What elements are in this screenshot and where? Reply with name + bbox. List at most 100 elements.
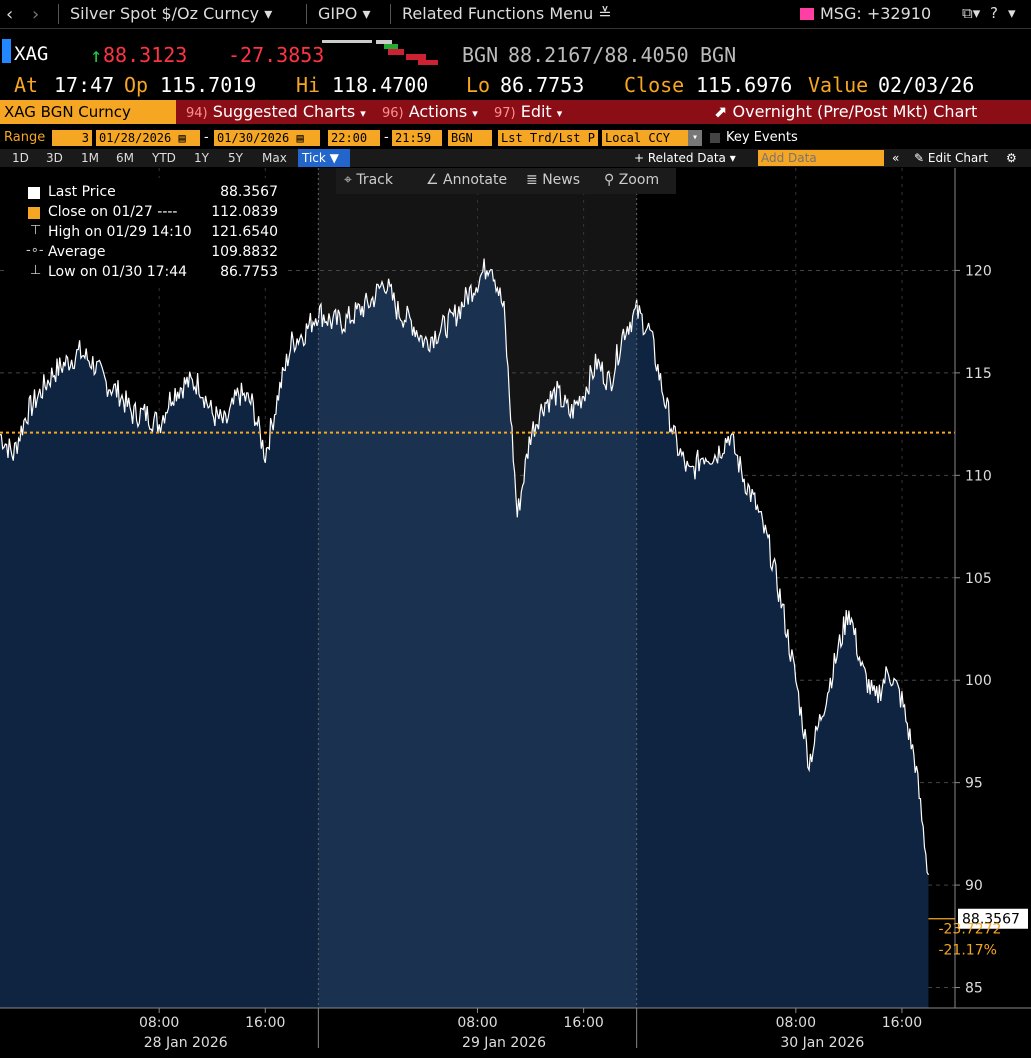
last-price: 88.3123 xyxy=(103,43,188,67)
related-data-menu[interactable]: + Related Data ▾ xyxy=(634,151,736,165)
range-label: Range xyxy=(4,130,46,145)
help-icon[interactable]: ? xyxy=(990,4,998,22)
message-indicator[interactable]: MSG: +32910 xyxy=(800,4,931,23)
x-tick-label: 08:00 xyxy=(776,1015,816,1031)
security-title-menu[interactable]: Silver Spot $/Oz Curncy ▾ xyxy=(70,4,273,23)
period-1m[interactable]: 1M xyxy=(81,151,99,165)
zoom-tool[interactable]: ⚲ Zoom xyxy=(604,172,660,188)
price-bar-graphic-icon xyxy=(322,40,438,65)
key-events-checkbox[interactable] xyxy=(710,133,720,143)
pencil-icon: ✎ xyxy=(914,151,925,165)
x-tick-label: 16:00 xyxy=(245,1015,285,1031)
period-5y[interactable]: 5Y xyxy=(228,151,243,165)
x-day-label: 29 Jan 2026 xyxy=(462,1035,546,1051)
high-marker-icon: ⊤ xyxy=(30,223,42,238)
annotate-icon: ∠ xyxy=(426,172,439,188)
window-menu-icon[interactable]: ⧉▾ xyxy=(962,4,981,22)
legend-last-price[interactable]: Last Price 88.3567 xyxy=(8,182,284,202)
crosshair-icon: ⌖ xyxy=(344,172,352,188)
track-tool[interactable]: ⌖ Track xyxy=(344,172,393,188)
calendar-icon: ▤ xyxy=(178,131,186,145)
legend-high[interactable]: ⊤ High on 01/29 14:10 121.6540 xyxy=(30,223,278,240)
security-field[interactable]: XAG BGN Curncy xyxy=(0,100,176,124)
edit-menu[interactable]: 97) Edit ▾ xyxy=(494,102,563,121)
edit-chart-button[interactable]: ✎ Edit Chart xyxy=(914,151,988,165)
legend-low[interactable]: ⊥ Low on 01/30 17:44 86.7753 xyxy=(30,263,278,280)
back-arrow-icon[interactable]: ‹ xyxy=(6,4,14,25)
y-tick-label: 115 xyxy=(965,366,992,382)
time-to-field[interactable]: 21:59 xyxy=(392,130,442,146)
bid-ask-source-2: BGN xyxy=(700,43,737,67)
chart-toolbar: ⌖ Track ∠ Annotate ≣ News ⚲ Zoom xyxy=(336,168,676,194)
y-tick-label: 100 xyxy=(965,673,992,689)
external-link-icon: ⬈ xyxy=(714,102,728,121)
period-ytd[interactable]: YTD xyxy=(152,151,176,165)
add-data-input[interactable] xyxy=(758,150,884,166)
message-icon xyxy=(800,8,814,20)
collapse-icon[interactable]: « xyxy=(892,151,900,165)
value-date: 02/03/26 xyxy=(878,73,975,97)
x-tick-label: 08:00 xyxy=(139,1015,179,1031)
legend-average[interactable]: -∘- Average 109.8832 xyxy=(26,243,278,260)
range-separator: - xyxy=(204,130,209,145)
y-tick-label: 120 xyxy=(965,263,992,279)
x-tick-label: 16:00 xyxy=(882,1015,922,1031)
y-tick-label: 105 xyxy=(965,571,992,587)
last-value-label: 88.3567 xyxy=(962,912,1020,928)
period-1y[interactable]: 1Y xyxy=(194,151,209,165)
function-menu[interactable]: GIPO ▾ xyxy=(318,4,371,23)
net-change: -27.3853 xyxy=(228,43,325,67)
price-chart[interactable]: 85 90 95 100 105 110 115 120 08:00 16:00 08:00 16:0… xyxy=(0,168,1031,1058)
x-tick-label: 16:00 xyxy=(563,1015,603,1031)
period-max[interactable]: Max xyxy=(262,151,287,165)
close-price: 115.6976 xyxy=(696,73,793,97)
related-functions-menu[interactable]: Related Functions Menu ≚ xyxy=(402,4,612,23)
price-line xyxy=(0,258,930,876)
x-tick-label: 08:00 xyxy=(457,1015,497,1031)
range-row: Range 3 01/28/2026 ▤ - 01/30/2026 ▤ 22:0… xyxy=(4,130,798,146)
top-bar: ‹ › Silver Spot $/Oz Curncy ▾ GIPO ▾ Rel… xyxy=(0,0,1031,29)
bid-ask: 88.2167/88.4050 xyxy=(508,43,689,67)
last-price-swatch xyxy=(28,187,40,199)
suggested-charts-menu[interactable]: 94) Suggested Charts ▾ xyxy=(186,102,366,121)
end-date-field[interactable]: 01/30/2026 ▤ xyxy=(214,130,320,146)
high-price: 118.4700 xyxy=(332,73,429,97)
change-pct-label: -21.17% xyxy=(938,943,996,959)
currency-select[interactable]: Local CCY ▾ xyxy=(602,130,702,146)
close-swatch xyxy=(28,207,40,219)
range-count-field[interactable]: 3 xyxy=(52,130,92,146)
source-field[interactable]: BGN xyxy=(448,130,492,146)
period-6m[interactable]: 6M xyxy=(116,151,134,165)
open-price: 115.7019 xyxy=(160,73,257,97)
period-1d[interactable]: 1D xyxy=(12,151,29,165)
x-day-label: 28 Jan 2026 xyxy=(144,1035,228,1051)
start-date-field[interactable]: 01/28/2026 ▤ xyxy=(96,130,200,146)
close-label: Close xyxy=(624,73,685,97)
price-area-session xyxy=(318,258,637,1008)
actions-menu[interactable]: 96) Actions ▾ xyxy=(382,102,478,121)
price-field-select[interactable]: Lst Trd/Lst P xyxy=(498,130,598,146)
x-day-label: 30 Jan 2026 xyxy=(780,1035,864,1051)
forward-arrow-icon[interactable]: › xyxy=(32,4,40,25)
low-label: Lo xyxy=(466,73,491,97)
annotate-tool[interactable]: ∠ Annotate xyxy=(426,172,508,188)
bid-ask-source: BGN xyxy=(462,43,499,67)
gear-icon[interactable]: ⚙ xyxy=(1006,151,1017,165)
overnight-chart-link[interactable]: ⬈ Overnight (Pre/Post Mkt) Chart xyxy=(714,102,978,121)
quote-symbol: XAG xyxy=(14,43,49,65)
magnifier-icon: ⚲ xyxy=(604,172,615,188)
time-from-field[interactable]: 22:00 xyxy=(328,130,380,146)
low-marker-icon: ⊥ xyxy=(30,263,42,278)
y-tick-label: 95 xyxy=(965,776,983,792)
options-icon[interactable]: ▾ xyxy=(1008,4,1016,22)
period-3d[interactable]: 3D xyxy=(46,151,63,165)
news-tool[interactable]: ≣ News xyxy=(526,172,581,188)
low-price: 86.7753 xyxy=(500,73,585,97)
selection-marker xyxy=(2,39,11,63)
calendar-icon: ▤ xyxy=(296,131,304,145)
y-tick-label: 90 xyxy=(965,878,983,894)
command-bar: XAG BGN Curncy 94) Suggested Charts ▾ 96… xyxy=(0,100,1031,124)
period-tick-active[interactable]: Tick ▼ xyxy=(298,149,350,167)
legend-close[interactable]: Close on 01/27 ---- 112.0839 xyxy=(8,202,284,222)
last-value-box xyxy=(958,908,1028,929)
